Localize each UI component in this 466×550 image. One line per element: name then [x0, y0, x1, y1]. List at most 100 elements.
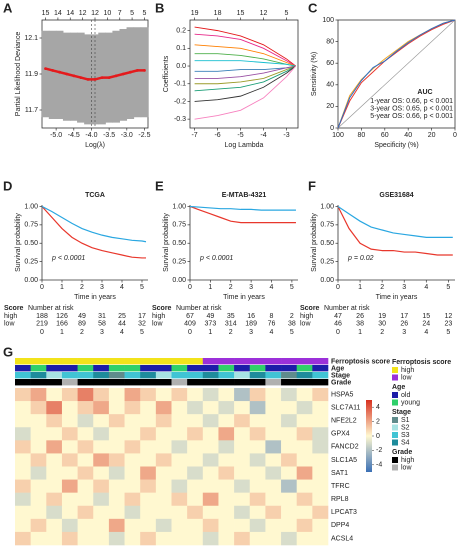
- heat-cell: [108, 505, 125, 520]
- x-tick-label: 1: [208, 284, 212, 291]
- risk-header: Score: [152, 305, 172, 312]
- y-tick-label: -0.1: [174, 81, 186, 88]
- risk-tick-label: 1: [60, 329, 64, 336]
- heat-cell: [61, 427, 78, 441]
- risk-title: Number at risk: [324, 305, 370, 312]
- risk-count: 49: [206, 313, 214, 320]
- annotation-cell: [312, 365, 329, 372]
- heat-cell: [77, 531, 94, 546]
- heat-cell: [30, 466, 47, 480]
- risk-tick-label: 0: [188, 329, 192, 336]
- coef-path: [194, 65, 296, 102]
- heat-cell: [61, 492, 78, 507]
- x-tick-label: 1: [358, 284, 362, 291]
- annotation-label: Ferroptosis score: [331, 358, 390, 365]
- coef-path: [194, 65, 296, 92]
- x-tick-label: -3.5: [103, 132, 115, 139]
- x-tick-label: 5: [446, 284, 450, 291]
- top-tick-label: 14: [54, 10, 62, 17]
- y-tick-label: 0.00: [172, 277, 186, 284]
- heat-cell: [93, 388, 110, 402]
- annotation-cell: [265, 372, 282, 379]
- heat-cell: [312, 466, 329, 480]
- y-tick-label: 1.00: [320, 203, 334, 210]
- risk-tick-label: 4: [270, 329, 274, 336]
- heat-cell: [234, 388, 251, 402]
- risk-count: 76: [268, 320, 276, 327]
- heat-cell: [218, 388, 235, 402]
- panel-letter: D: [3, 178, 12, 193]
- survival-curve: [337, 205, 453, 238]
- risk-group: high: [300, 313, 313, 320]
- heat-cell: [187, 518, 204, 533]
- risk-count: 38: [356, 320, 364, 327]
- annotation-cell: [171, 379, 188, 386]
- risk-tick-label: 4: [120, 329, 124, 336]
- heat-cell: [234, 492, 251, 507]
- heat-cell: [312, 518, 329, 533]
- point: [86, 78, 90, 81]
- heat-cell: [61, 505, 78, 520]
- legend-title: Grade: [392, 449, 412, 456]
- legend-swatch: [392, 424, 398, 431]
- heat-cell: [108, 440, 125, 454]
- colorbar-label: -2: [376, 447, 382, 454]
- heat-cell: [140, 466, 157, 480]
- heat-cell: [46, 505, 63, 520]
- heat-cell: [30, 440, 47, 454]
- heat-cell: [296, 427, 313, 441]
- legend-entry: 5-year OS: 0.66, p < 0.001: [370, 113, 453, 120]
- heat-cell: [265, 492, 282, 507]
- x-tick-label: 1: [60, 284, 64, 291]
- annotation-label: Stage: [331, 372, 350, 379]
- heat-cell: [234, 479, 251, 493]
- x-axis-label: Log(λ): [85, 142, 105, 149]
- annotation-label: Grade: [331, 379, 351, 386]
- annotation-cell: [296, 372, 313, 379]
- heat-cell: [296, 388, 313, 402]
- heat-cell: [61, 401, 78, 415]
- annotation-cell: [108, 365, 125, 372]
- risk-count: 12: [444, 313, 452, 320]
- legend-swatch: [392, 432, 398, 438]
- heat-cell: [77, 401, 94, 415]
- x-tick-label: 2: [229, 284, 233, 291]
- heat-cell: [124, 518, 141, 533]
- x-axis-label: Time in years: [376, 294, 418, 301]
- heat-cell: [249, 531, 266, 546]
- heat-cell: [30, 453, 47, 467]
- risk-count: 49: [78, 313, 86, 320]
- risk-tick-label: 1: [208, 329, 212, 336]
- annotation-cell: [30, 365, 47, 372]
- annotation-cell: [46, 372, 63, 379]
- x-tick-label: 3: [249, 284, 253, 291]
- risk-count: 26: [356, 313, 364, 320]
- heat-cell: [124, 531, 141, 546]
- survival-curve: [189, 205, 296, 211]
- top-tick-label: 5: [130, 10, 134, 17]
- annotation-cell: [124, 358, 141, 365]
- legend-swatch: [392, 399, 398, 406]
- heat-cell: [15, 531, 31, 546]
- annotation-cell: [30, 358, 47, 365]
- heat-cell: [108, 401, 125, 415]
- heat-cell: [187, 453, 204, 467]
- risk-group: low: [4, 320, 15, 327]
- heat-cell: [30, 401, 47, 415]
- annotation-cell: [77, 372, 94, 379]
- risk-tick-label: 2: [80, 329, 84, 336]
- heat-cell: [30, 388, 47, 402]
- heat-cell: [124, 453, 141, 467]
- top-tick-label: 12: [79, 10, 87, 17]
- legend-label: S1: [401, 417, 410, 424]
- coef-path: [194, 65, 296, 85]
- point: [136, 69, 139, 72]
- annotation-cell: [218, 372, 235, 379]
- row-label: GPX4: [331, 431, 350, 438]
- annotation-cell: [265, 379, 282, 386]
- annotation-cell: [93, 379, 110, 386]
- x-tick-label: 5: [140, 284, 144, 291]
- annotation-cell: [281, 372, 297, 379]
- y-tick-label: 12.1: [24, 35, 38, 42]
- survival-curve: [41, 206, 146, 259]
